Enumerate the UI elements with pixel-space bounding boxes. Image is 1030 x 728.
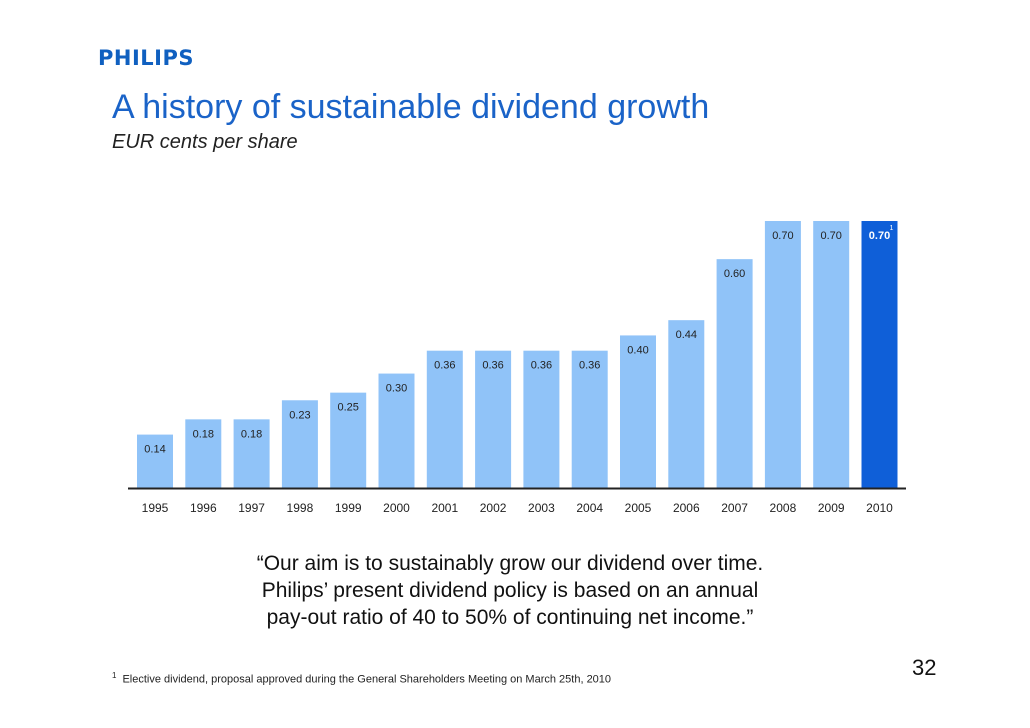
bar-1996 <box>185 419 222 488</box>
quote-line: Philips’ present dividend policy is base… <box>261 579 759 602</box>
bar-2010 <box>861 221 898 488</box>
value-label-1997: 0.18 <box>241 428 262 440</box>
x-tick-2007: 2007 <box>721 501 748 515</box>
value-label-2010: 0.70 <box>869 230 890 242</box>
x-tick-2009: 2009 <box>818 501 845 515</box>
x-tick-1996: 1996 <box>190 501 217 515</box>
x-tick-2002: 2002 <box>480 501 507 515</box>
value-label-2001: 0.36 <box>434 360 455 372</box>
value-label-1999: 0.25 <box>337 402 358 414</box>
quote-line: “Our aim is to sustainably grow our divi… <box>256 552 764 575</box>
value-label-1998: 0.23 <box>289 409 310 421</box>
bar-2004 <box>571 350 608 488</box>
bar-2006 <box>668 320 705 488</box>
value-label-2007: 0.60 <box>724 268 745 280</box>
value-label-2005: 0.40 <box>627 344 648 356</box>
value-label-1995: 0.14 <box>144 444 165 456</box>
footnote-text: Elective dividend, proposal approved dur… <box>122 673 612 686</box>
x-tick-2001: 2001 <box>431 501 458 515</box>
x-tick-2006: 2006 <box>673 501 700 515</box>
value-label-2009: 0.70 <box>820 230 841 242</box>
value-label-2002: 0.36 <box>482 360 503 372</box>
bar-2003 <box>523 350 560 488</box>
page-number: 32 <box>912 655 937 680</box>
x-tick-2004: 2004 <box>576 501 603 515</box>
x-tick-1995: 1995 <box>142 501 169 515</box>
value-label-2004: 0.36 <box>579 360 600 372</box>
x-tick-2003: 2003 <box>528 501 555 515</box>
bar-1997 <box>233 419 270 488</box>
bar-2005 <box>620 335 656 488</box>
bar-1995 <box>137 434 173 488</box>
philips-logo: PHILIPS <box>98 46 194 70</box>
x-tick-2005: 2005 <box>625 501 652 515</box>
page-subtitle: EUR cents per share <box>112 131 298 153</box>
value-label-1996: 0.18 <box>193 428 214 440</box>
value-label-2000: 0.30 <box>386 383 407 395</box>
bar-1998 <box>281 400 318 488</box>
bar-1999 <box>330 392 367 488</box>
x-tick-1997: 1997 <box>238 501 265 515</box>
value-label-2008: 0.70 <box>772 230 793 242</box>
x-tick-1999: 1999 <box>335 501 362 515</box>
bar-2008 <box>764 221 801 488</box>
x-tick-2000: 2000 <box>383 501 410 515</box>
bar-2001 <box>426 350 463 488</box>
value-label-2003: 0.36 <box>531 360 552 372</box>
x-tick-1998: 1998 <box>287 501 314 515</box>
quote-line: pay-out ratio of 40 to 50% of continuing… <box>266 606 754 629</box>
bar-footnote-marker: 1 <box>890 225 894 232</box>
bar-2009 <box>813 221 850 488</box>
footnote: 1 Elective dividend, proposal approved du… <box>112 671 611 686</box>
x-tick-2010: 2010 <box>866 501 893 515</box>
bar-2002 <box>475 350 512 488</box>
footnote-marker: 1 <box>112 671 117 680</box>
value-label-2006: 0.44 <box>676 329 697 341</box>
page-title: A history of sustainable dividend growth <box>112 88 710 126</box>
bar-2007 <box>716 259 753 488</box>
policy-quote: “Our aim is to sustainably grow our divi… <box>200 550 820 631</box>
x-tick-2008: 2008 <box>770 501 797 515</box>
bar-2000 <box>378 373 415 488</box>
